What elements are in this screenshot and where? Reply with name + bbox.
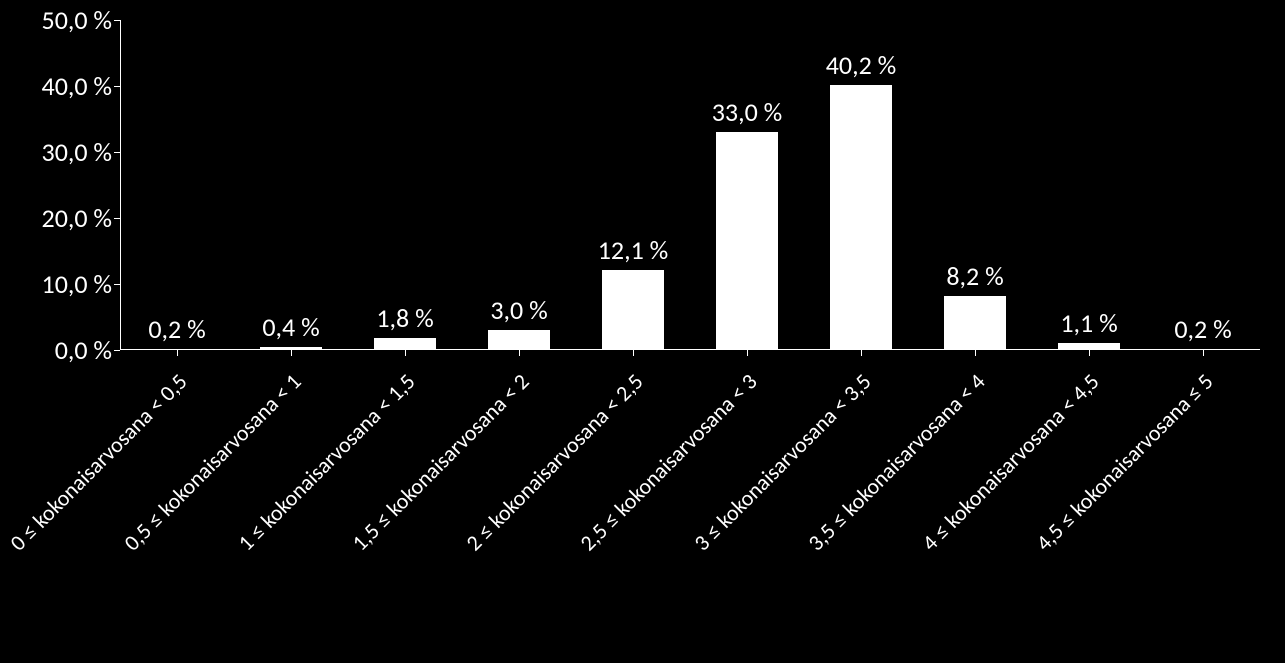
y-tick-label: 20,0 % xyxy=(42,202,120,234)
bar-value-label: 33,0 % xyxy=(712,96,782,128)
y-tick-label: 40,0 % xyxy=(42,70,120,102)
x-tick-mark xyxy=(177,350,178,356)
bar-value-label: 1,1 % xyxy=(1060,307,1117,339)
x-tick-mark xyxy=(1089,350,1090,356)
y-tick-label: 0,0 % xyxy=(55,334,120,366)
bar xyxy=(488,330,551,350)
bar xyxy=(374,338,437,350)
x-tick-mark xyxy=(519,350,520,356)
x-tick-mark xyxy=(291,350,292,356)
y-tick-label: 30,0 % xyxy=(42,136,120,168)
y-tick-label: 10,0 % xyxy=(42,268,120,300)
x-tick-mark xyxy=(1203,350,1204,356)
x-tick-mark xyxy=(633,350,634,356)
y-tick-label: 50,0 % xyxy=(42,4,120,36)
x-axis-labels: 0 ≤ kokonaisarvosana < 0,50,5 ≤ kokonais… xyxy=(120,350,1260,663)
bar xyxy=(602,270,665,350)
bar-value-label: 12,1 % xyxy=(598,234,668,266)
bar-value-label: 3,0 % xyxy=(490,294,547,326)
bar-value-label: 0,2 % xyxy=(1174,313,1231,345)
x-tick-mark xyxy=(747,350,748,356)
x-tick-mark xyxy=(861,350,862,356)
bar-value-label: 1,8 % xyxy=(376,302,433,334)
bar xyxy=(716,132,779,350)
bar xyxy=(1058,343,1121,350)
bar-value-label: 8,2 % xyxy=(946,260,1003,292)
bar-chart: 0,0 % 10,0 % 20,0 % 30,0 % 40,0 % 50,0 % 0,2 … xyxy=(0,0,1285,663)
bar-value-label: 0,4 % xyxy=(262,311,319,343)
bar-value-label: 0,2 % xyxy=(148,313,205,345)
x-tick-mark xyxy=(975,350,976,356)
bar-value-label: 40,2 % xyxy=(826,49,896,81)
bar xyxy=(830,85,893,350)
plot-area: 0,0 %10,0 %20,0 %30,0 %40,0 %50,0 % 0,2 … xyxy=(120,20,1260,350)
bars-container: 0,2 % 0,4 % 1,8 % 3,0 % 12,1 % 33,0 % 40,2 % 8,… xyxy=(120,20,1260,350)
bar xyxy=(944,296,1007,350)
x-tick-mark xyxy=(405,350,406,356)
